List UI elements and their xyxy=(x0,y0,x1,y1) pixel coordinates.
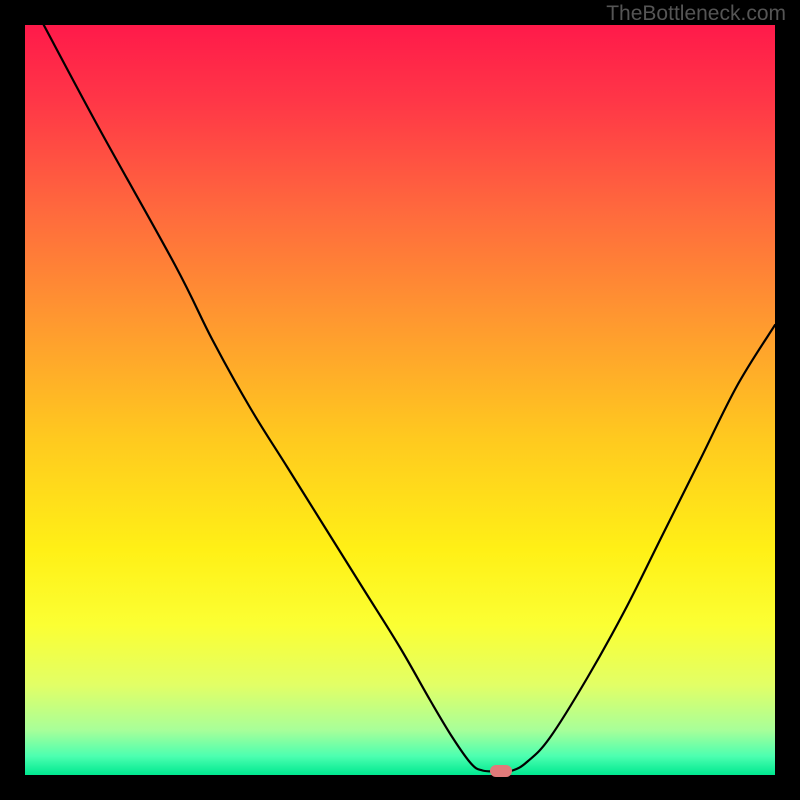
optimal-point-marker xyxy=(490,765,512,777)
plot-area xyxy=(25,25,775,775)
bottleneck-curve xyxy=(25,25,775,775)
watermark-text: TheBottleneck.com xyxy=(606,2,786,26)
